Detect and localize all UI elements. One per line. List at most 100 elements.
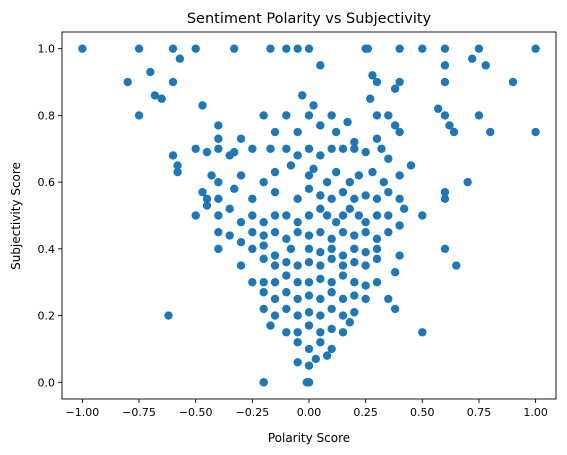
data-point [248, 227, 257, 237]
data-point [406, 161, 416, 170]
data-point [327, 344, 336, 354]
data-point [316, 248, 325, 257]
data-point [372, 194, 382, 204]
data-point [214, 244, 223, 254]
x-tick-label: 0.25 [353, 406, 378, 419]
data-point [338, 271, 348, 280]
data-point [309, 164, 318, 173]
data-point [225, 204, 234, 214]
data-point [316, 261, 325, 270]
data-point [293, 358, 302, 367]
data-point [350, 278, 359, 287]
data-point [282, 144, 291, 153]
data-point [293, 294, 302, 304]
data-point [474, 44, 484, 53]
data-point [372, 111, 382, 120]
data-point [225, 231, 234, 240]
data-point [191, 211, 200, 220]
data-point [361, 147, 370, 157]
data-point [372, 234, 382, 244]
data-point [418, 211, 427, 220]
data-point [173, 161, 182, 170]
data-point [302, 378, 311, 387]
data-point [531, 127, 540, 137]
data-point [390, 121, 400, 130]
data-point [259, 378, 268, 387]
data-point [377, 144, 386, 153]
data-point [164, 311, 173, 320]
data-point [270, 251, 280, 260]
data-point [322, 177, 332, 187]
data-point [270, 167, 280, 177]
data-point [322, 211, 332, 220]
data-point [354, 211, 364, 220]
data-point [270, 294, 280, 304]
data-point [316, 191, 325, 200]
data-point [399, 204, 409, 214]
data-point [304, 144, 314, 153]
data-point [390, 268, 400, 277]
data-point [304, 308, 314, 317]
data-point [214, 121, 223, 130]
data-point [395, 251, 404, 260]
y-tick-label: 0.2 [38, 310, 56, 323]
data-point [270, 211, 280, 220]
data-point [372, 211, 382, 220]
data-point [418, 44, 427, 53]
data-point [214, 144, 223, 153]
data-point [363, 44, 373, 53]
data-point [248, 144, 257, 153]
data-point [327, 194, 336, 204]
data-point [270, 187, 280, 197]
data-point [350, 258, 359, 267]
data-point [350, 231, 359, 240]
data-point [146, 67, 155, 77]
data-point [230, 184, 239, 194]
data-point [236, 261, 246, 270]
data-point [452, 261, 461, 270]
data-point [316, 274, 325, 284]
data-point [282, 211, 291, 220]
data-point [327, 288, 336, 297]
data-point [214, 177, 223, 187]
x-tick-label: −0.50 [179, 406, 213, 419]
data-point [304, 171, 314, 180]
data-point [343, 117, 352, 127]
data-point [449, 127, 459, 137]
data-point [327, 278, 336, 287]
data-point [395, 221, 404, 230]
data-point [316, 204, 325, 214]
data-point [331, 167, 341, 177]
data-point [286, 161, 296, 170]
data-point [123, 77, 132, 87]
data-point [230, 44, 239, 53]
points-layer [78, 44, 540, 387]
data-point [384, 187, 393, 197]
data-point [316, 311, 325, 320]
data-point [467, 54, 477, 63]
data-point [207, 171, 216, 180]
data-point [338, 227, 348, 237]
data-point [304, 291, 314, 300]
data-point [259, 278, 268, 287]
data-point [474, 111, 484, 120]
data-point [304, 344, 314, 354]
data-point [395, 127, 404, 137]
data-point [293, 311, 302, 320]
data-point [304, 244, 314, 254]
y-tick-label: 0.0 [38, 376, 56, 389]
data-point [384, 211, 393, 220]
data-point [350, 194, 359, 204]
data-point [361, 191, 370, 200]
data-point [304, 211, 314, 220]
data-point [338, 311, 348, 320]
data-point [236, 171, 246, 180]
data-point [78, 44, 87, 53]
data-point [395, 171, 404, 180]
data-point [418, 328, 427, 337]
data-point [384, 294, 393, 304]
x-tick-label: −0.75 [122, 406, 156, 419]
data-point [361, 261, 370, 270]
data-point [236, 134, 246, 143]
